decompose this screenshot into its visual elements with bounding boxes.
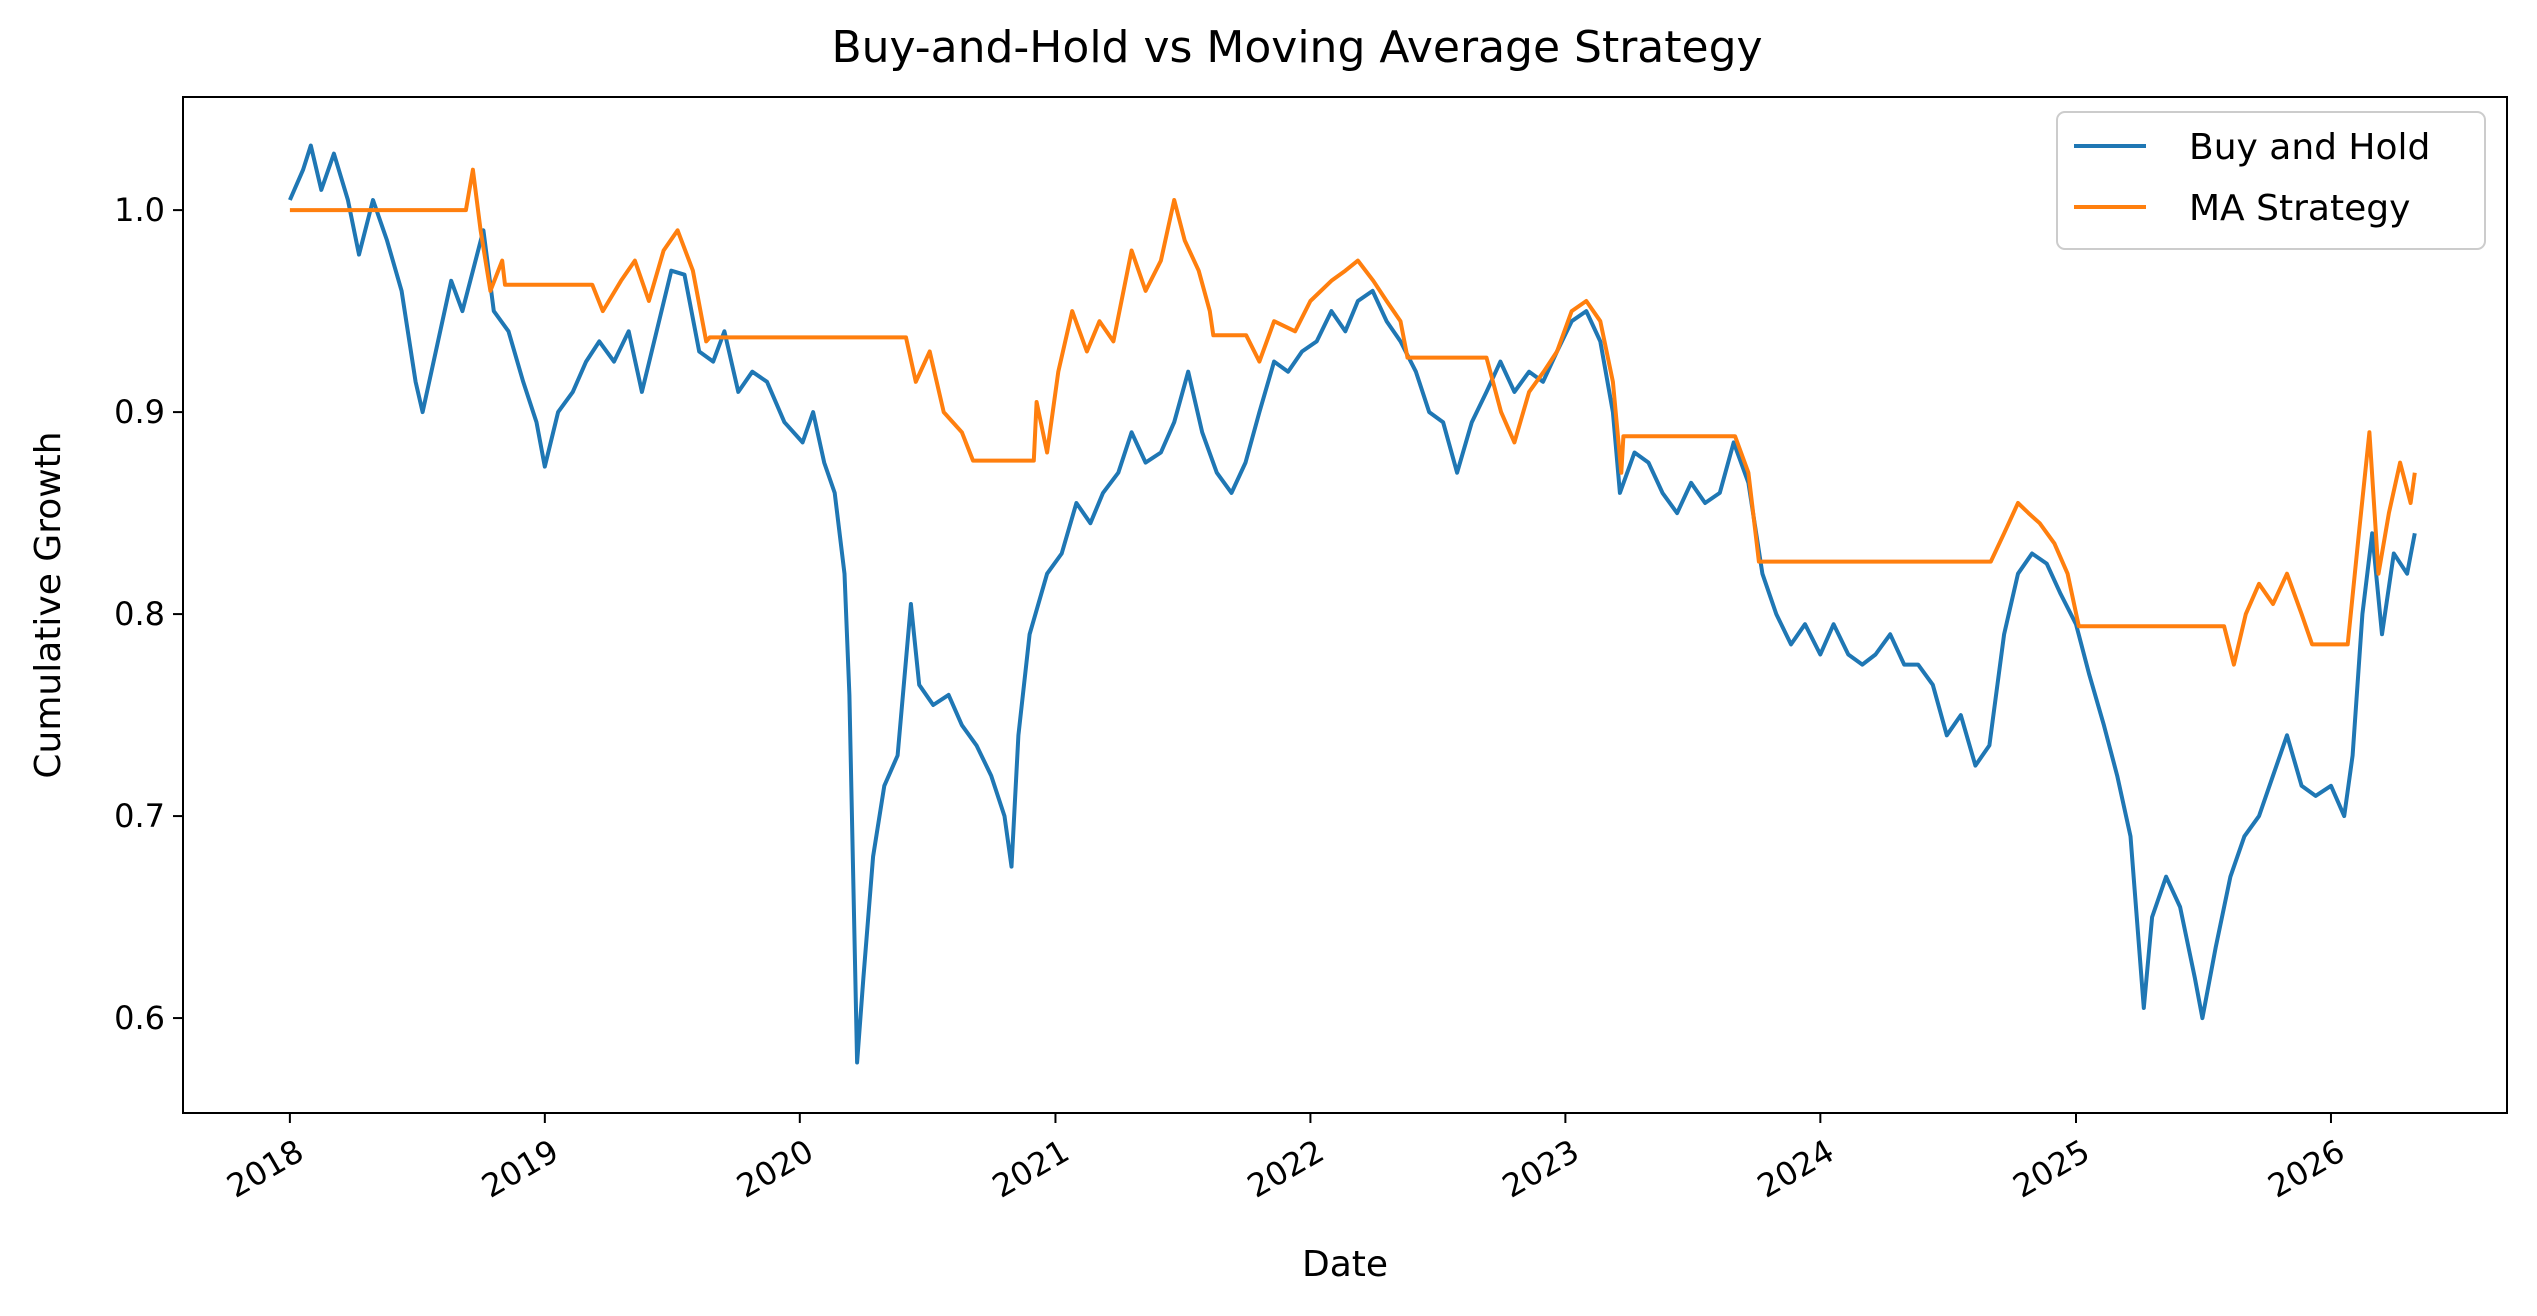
x-axis-label: Date [1302,1244,1388,1285]
legend: Buy and Hold MA Strategy [2056,111,2486,250]
legend-label-buy-and-hold: Buy and Hold [2189,127,2430,168]
y-tick-label: 0.9 [114,393,165,431]
y-axis: 0.6 0.7 0.8 0.9 1.0 [114,191,183,1037]
legend-label-ma-strategy: MA Strategy [2189,188,2410,229]
y-axis-label: Cumulative Growth [28,431,69,778]
axes-frame [182,96,2508,1114]
chart-title: Buy-and-Hold vs Moving Average Strategy [831,22,1762,73]
y-tick-label: 0.8 [114,595,165,633]
y-tick-label: 0.6 [114,999,165,1037]
y-tick-label: 0.7 [114,797,165,835]
y-tick-label: 1.0 [114,191,165,229]
series-line-ma-strategy [289,167,2417,667]
series-group [288,143,2417,1065]
plot-background [183,97,2507,1113]
legend-box [2056,111,2486,250]
plot-area [182,96,2508,1114]
series-line-buy-and-hold [288,143,2417,1065]
